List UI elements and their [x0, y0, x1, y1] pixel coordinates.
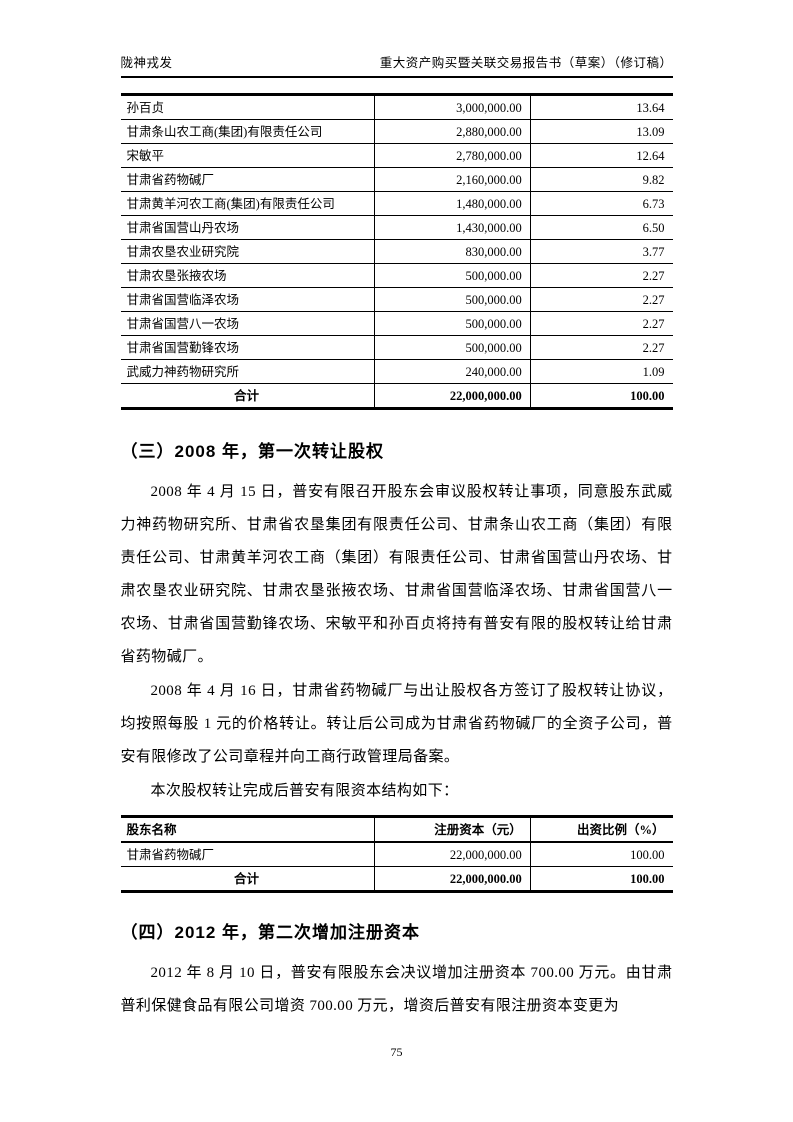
- paragraph: 本次股权转让完成后普安有限资本结构如下：: [150, 783, 459, 799]
- cell-capital-ratio: 6.50: [530, 215, 673, 240]
- cell-shareholder-name: 甘肃省药物碱厂: [120, 167, 376, 192]
- cell-capital-ratio: 2.27: [530, 287, 673, 312]
- table-total-row: 合计 22,000,000.00 100.00: [120, 383, 673, 409]
- table-row: 甘肃黄羊河农工商(集团)有限责任公司 1,480,000.00 6.73: [120, 191, 673, 216]
- cell-shareholder-name: 甘肃农垦农业研究院: [120, 239, 376, 264]
- cell-capital-ratio: 9.82: [530, 167, 673, 192]
- cell-capital-ratio: 100.00: [530, 841, 673, 867]
- col-header-shareholder-name: 股东名称: [120, 816, 376, 843]
- capital-structure-table: 股东名称 注册资本（元） 出资比例（%） 甘肃省药物碱厂 22,000,000.…: [120, 815, 673, 893]
- cell-capital-amount: 2,780,000.00: [374, 143, 531, 168]
- cell-shareholder-name: 甘肃省国营勤锋农场: [120, 335, 376, 360]
- cell-capital-amount: 500,000.00: [374, 311, 531, 336]
- table-row: 武威力神药物研究所 240,000.00 1.09: [120, 359, 673, 384]
- cell-capital-ratio: 12.64: [530, 143, 673, 168]
- table-row: 甘肃省国营勤锋农场 500,000.00 2.27: [120, 335, 673, 360]
- cell-shareholder-name: 武威力神药物研究所: [120, 359, 376, 384]
- cell-capital-ratio: 1.09: [530, 359, 673, 384]
- cell-total-ratio: 100.00: [530, 383, 673, 409]
- cell-capital-amount: 22,000,000.00: [374, 841, 531, 867]
- table-row: 甘肃省药物碱厂 2,160,000.00 9.82: [120, 167, 673, 192]
- cell-capital-amount: 3,000,000.00: [374, 94, 531, 120]
- table-total-row: 合计 22,000,000.00 100.00: [120, 866, 673, 892]
- cell-shareholder-name: 甘肃省国营八一农场: [120, 311, 376, 336]
- header-report-title: 重大资产购买暨关联交易报告书（草案）（修订稿）: [379, 56, 673, 70]
- page-number: 75: [390, 1045, 403, 1059]
- cell-shareholder-name: 宋敏平: [120, 143, 376, 168]
- section-heading-4: （四）2012 年，第二次增加注册资本: [120, 923, 421, 942]
- table-row: 甘肃农垦张掖农场 500,000.00 2.27: [120, 263, 673, 288]
- table-row: 甘肃省国营山丹农场 1,430,000.00 6.50: [120, 215, 673, 240]
- cell-capital-amount: 830,000.00: [374, 239, 531, 264]
- paragraph: 2008 年 4 月 16 日，甘肃省药物碱厂与出让股权各方签订了股权转让协议，…: [120, 683, 673, 765]
- cell-capital-ratio: 13.64: [530, 94, 673, 120]
- table-header-row: 股东名称 注册资本（元） 出资比例（%）: [120, 816, 673, 843]
- cell-total-amount: 22,000,000.00: [374, 866, 531, 892]
- cell-capital-ratio: 3.77: [530, 239, 673, 264]
- cell-shareholder-name: 甘肃省国营山丹农场: [120, 215, 376, 240]
- table-row: 甘肃省国营临泽农场 500,000.00 2.27: [120, 287, 673, 312]
- cell-capital-amount: 500,000.00: [374, 335, 531, 360]
- table-row: 孙百贞 3,000,000.00 13.64: [120, 94, 673, 120]
- paragraph: 2008 年 4 月 15 日，普安有限召开股东会审议股权转让事项，同意股东武威…: [120, 484, 673, 665]
- cell-shareholder-name: 甘肃黄羊河农工商(集团)有限责任公司: [120, 191, 376, 216]
- col-header-registered-capital: 注册资本（元）: [374, 816, 531, 843]
- header-company-short: 陇神戎发: [120, 56, 173, 70]
- cell-shareholder-name: 孙百贞: [120, 94, 376, 120]
- table-row: 甘肃省药物碱厂 22,000,000.00 100.00: [120, 841, 673, 867]
- cell-capital-amount: 1,480,000.00: [374, 191, 531, 216]
- table-row: 甘肃省国营八一农场 500,000.00 2.27: [120, 311, 673, 336]
- cell-shareholder-name: 甘肃条山农工商(集团)有限责任公司: [120, 119, 376, 144]
- cell-shareholder-name: 甘肃省国营临泽农场: [120, 287, 376, 312]
- cell-capital-amount: 1,430,000.00: [374, 215, 531, 240]
- cell-capital-ratio: 2.27: [530, 335, 673, 360]
- cell-shareholder-name: 甘肃省药物碱厂: [120, 841, 376, 867]
- cell-capital-ratio: 2.27: [530, 311, 673, 336]
- cell-capital-ratio: 13.09: [530, 119, 673, 144]
- cell-capital-amount: 500,000.00: [374, 287, 531, 312]
- cell-total-label: 合计: [120, 383, 376, 409]
- section-heading-3: （三）2008 年，第一次转让股权: [120, 442, 385, 461]
- shareholder-structure-table: 孙百贞 3,000,000.00 13.64 甘肃条山农工商(集团)有限责任公司…: [120, 93, 673, 410]
- cell-total-amount: 22,000,000.00: [374, 383, 531, 409]
- cell-capital-ratio: 2.27: [530, 263, 673, 288]
- cell-total-label: 合计: [120, 866, 376, 892]
- table-row: 甘肃农垦农业研究院 830,000.00 3.77: [120, 239, 673, 264]
- col-header-capital-ratio: 出资比例（%）: [530, 816, 673, 843]
- cell-capital-amount: 2,160,000.00: [374, 167, 531, 192]
- running-header: 陇神戎发 重大资产购买暨关联交易报告书（草案）（修订稿）: [120, 52, 673, 78]
- table-row: 宋敏平 2,780,000.00 12.64: [120, 143, 673, 168]
- cell-capital-amount: 240,000.00: [374, 359, 531, 384]
- cell-shareholder-name: 甘肃农垦张掖农场: [120, 263, 376, 288]
- cell-capital-amount: 2,880,000.00: [374, 119, 531, 144]
- cell-total-ratio: 100.00: [530, 866, 673, 892]
- table-row: 甘肃条山农工商(集团)有限责任公司 2,880,000.00 13.09: [120, 119, 673, 144]
- page-content: 陇神戎发 重大资产购买暨关联交易报告书（草案）（修订稿） 孙百贞 3,000,0…: [120, 0, 673, 1023]
- paragraph: 2012 年 8 月 10 日，普安有限股东会决议增加注册资本 700.00 万…: [120, 965, 673, 1014]
- cell-capital-ratio: 6.73: [530, 191, 673, 216]
- cell-capital-amount: 500,000.00: [374, 263, 531, 288]
